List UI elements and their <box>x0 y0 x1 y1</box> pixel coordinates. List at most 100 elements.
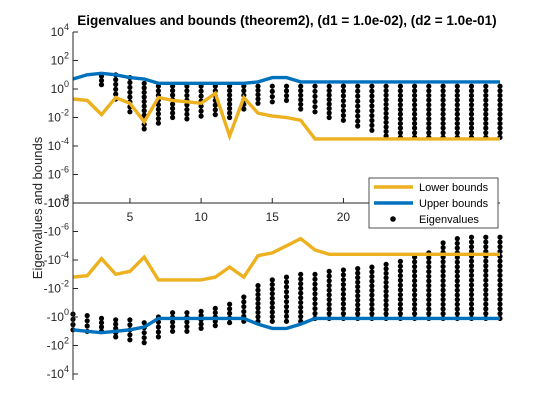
eigenvalue-point-negative <box>454 297 460 303</box>
y-tick-label: -10-8 <box>44 193 69 210</box>
eigenvalue-point-negative <box>426 278 432 284</box>
eigenvalue-point-negative <box>369 292 375 298</box>
eigenvalue-point-negative <box>355 297 361 303</box>
eigenvalue-point-negative <box>340 311 346 317</box>
eigenvalue-point-negative <box>312 301 318 307</box>
eigenvalue-point-positive <box>113 81 119 87</box>
eigenvalue-point-negative <box>255 314 261 320</box>
eigenvalue-point-positive <box>355 93 361 99</box>
eigenvalue-point-negative <box>497 263 503 269</box>
eigenvalue-point-negative <box>113 334 119 340</box>
eigenvalue-point-negative <box>440 259 446 265</box>
eigenvalue-point-negative <box>468 311 475 317</box>
eigenvalue-point-positive <box>198 93 204 99</box>
eigenvalue-point-negative <box>412 278 418 284</box>
eigenvalue-point-positive <box>98 77 105 84</box>
eigenvalue-point-positive <box>426 116 432 122</box>
eigenvalue-point-positive <box>412 92 418 99</box>
eigenvalue-point-negative <box>340 291 346 297</box>
eigenvalue-point-negative <box>426 264 432 270</box>
eigenvalue-point-positive <box>141 85 147 91</box>
eigenvalue-point-positive <box>426 120 432 127</box>
y-tick-label: 10-2 <box>48 108 69 125</box>
eigenvalue-point-negative <box>298 281 304 287</box>
x-tick-label: 15 <box>266 210 280 224</box>
eigenvalue-point-negative <box>84 318 90 324</box>
eigenvalue-point-negative <box>369 278 375 284</box>
eigenvalue-point-positive <box>141 98 147 105</box>
eigenvalue-point-positive <box>141 103 147 109</box>
eigenvalue-point-positive <box>412 111 418 117</box>
eigenvalue-point-negative <box>369 273 375 280</box>
eigenvalue-point-negative <box>440 282 446 288</box>
eigenvalue-point-negative <box>426 259 432 265</box>
eigenvalue-point-negative <box>141 340 147 346</box>
eigenvalue-point-positive <box>283 93 290 99</box>
eigenvalue-point-positive <box>298 101 304 107</box>
eigenvalue-point-positive <box>355 103 361 109</box>
eigenvalue-point-negative <box>468 258 475 264</box>
eigenvalue-point-negative <box>440 301 446 307</box>
eigenvalue-point-negative <box>241 294 247 300</box>
eigenvalue-point-negative <box>426 301 432 307</box>
eigenvalue-point-positive <box>355 108 361 114</box>
eigenvalue-point-negative <box>283 284 290 290</box>
eigenvalue-point-positive <box>468 125 475 131</box>
eigenvalue-point-negative <box>483 287 489 293</box>
eigenvalue-point-positive <box>454 83 460 89</box>
eigenvalue-point-negative <box>241 299 247 305</box>
eigenvalue-point-positive <box>283 83 290 89</box>
eigenvalue-point-negative <box>426 255 432 261</box>
eigenvalue-point-positive <box>141 80 147 86</box>
eigenvalue-point-negative <box>227 301 233 307</box>
eigenvalue-point-negative <box>340 281 346 288</box>
eigenvalue-point-negative <box>269 300 275 306</box>
eigenvalue-point-negative <box>326 311 332 317</box>
eigenvalue-point-positive <box>326 83 332 89</box>
eigenvalue-point-positive <box>227 114 233 121</box>
eigenvalue-point-positive <box>440 111 446 117</box>
eigenvalue-point-negative <box>113 321 119 327</box>
eigenvalue-point-negative <box>468 239 475 245</box>
eigenvalue-point-negative <box>127 332 133 338</box>
eigenvalue-point-positive <box>397 116 403 122</box>
eigenvalue-point-negative <box>269 286 275 292</box>
eigenvalue-point-negative <box>355 311 361 317</box>
eigenvalue-point-negative <box>170 319 176 325</box>
eigenvalue-point-positive <box>355 98 361 104</box>
eigenvalue-point-negative <box>198 325 204 331</box>
legend[interactable]: Lower bounds Upper bounds Eigenvalues <box>368 177 499 229</box>
eigenvalue-point-negative <box>383 275 389 281</box>
eigenvalue-point-positive <box>127 109 133 115</box>
eigenvalue-point-positive <box>155 88 161 94</box>
eigenvalue-point-negative <box>369 264 375 270</box>
eigenvalue-point-negative <box>255 300 261 307</box>
eigenvalue-point-positive <box>426 130 432 136</box>
eigenvalue-point-positive <box>468 120 475 127</box>
eigenvalue-point-negative <box>397 263 403 269</box>
lower-bounds-line-positive <box>72 90 500 142</box>
eigenvalue-point-positive <box>454 125 460 131</box>
eigenvalue-point-positive <box>440 92 446 99</box>
eigenvalue-point-positive <box>269 99 275 105</box>
eigenvalue-point-negative <box>84 313 90 319</box>
eigenvalue-point-negative <box>454 301 460 307</box>
eigenvalue-point-positive <box>440 102 446 108</box>
eigenvalue-point-negative <box>170 324 176 330</box>
eigenvalue-point-negative <box>283 313 290 319</box>
eigenvalue-point-negative <box>440 245 446 251</box>
eigenvalue-point-negative <box>440 240 446 246</box>
eigenvalue-point-negative <box>397 311 403 317</box>
eigenvalue-point-negative <box>326 268 332 274</box>
eigenvalue-point-positive <box>454 106 460 113</box>
y-tick-label: 100 <box>51 79 69 96</box>
eigenvalue-point-negative <box>468 268 475 274</box>
eigenvalue-point-negative <box>426 306 432 312</box>
eigenvalue-point-negative <box>84 323 90 329</box>
eigenvalue-point-negative <box>170 328 176 334</box>
eigenvalue-point-positive <box>212 112 218 118</box>
eigenvalue-point-negative <box>412 301 418 307</box>
eigenvalue-point-positive <box>369 98 375 104</box>
eigenvalue-point-positive <box>312 109 318 115</box>
eigenvalue-point-negative <box>355 275 361 281</box>
